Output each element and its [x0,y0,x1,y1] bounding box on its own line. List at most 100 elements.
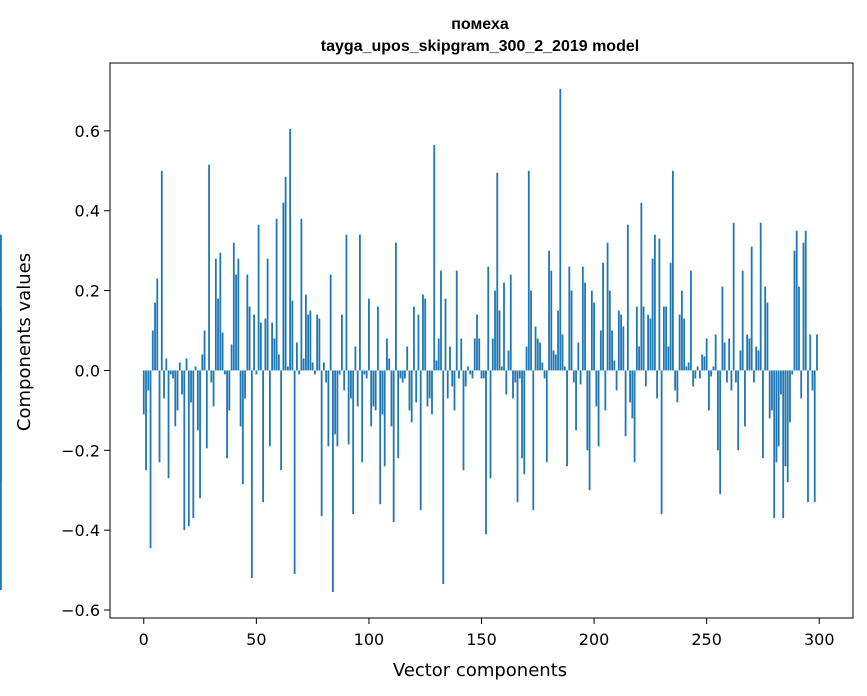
bar [482,370,485,379]
bar [334,370,337,435]
bar [347,370,350,445]
bar [608,290,611,371]
y-tick-label: 0.0 [75,361,100,380]
x-tick-label: 200 [579,630,610,649]
y-tick-label: −0.2 [61,441,100,460]
bar [572,370,575,383]
bar [789,370,791,423]
bar [354,346,357,371]
bar [178,362,181,371]
bar [512,370,514,399]
bar [480,370,483,379]
bar [365,370,368,379]
bar [237,258,240,371]
bar [437,338,440,371]
bar [527,170,530,371]
bar [671,170,674,371]
bar [307,314,310,371]
bar [777,370,780,447]
bar [795,230,798,371]
bar [181,370,183,395]
bar [532,370,535,511]
bar [433,144,436,371]
bar [662,306,665,371]
bar [341,314,343,371]
bar [383,370,386,467]
bar [329,274,332,371]
bar [523,370,526,475]
bar [726,370,728,383]
bar [151,330,154,371]
bar [401,370,404,383]
bar [521,370,523,459]
x-tick-label: 50 [246,630,266,649]
bar [732,222,735,371]
bar [685,366,688,371]
bar [667,346,670,371]
bar [289,128,292,371]
bar [759,222,762,371]
bar [372,370,375,407]
bar [419,370,422,511]
bar [390,370,393,427]
bar [590,290,593,371]
bar [374,370,377,411]
bar [302,358,305,371]
bar [163,370,165,399]
bar [169,370,172,375]
bar [338,370,341,375]
bar [557,310,559,371]
bar [300,218,303,371]
bar [388,358,391,371]
bar [545,370,548,463]
bar [395,242,397,371]
bar [786,370,789,483]
bar [588,370,591,491]
bar [626,224,629,371]
bar [160,170,163,371]
bar [280,370,283,471]
bar [304,294,307,371]
bar [293,370,296,575]
bar [496,172,499,371]
bar [311,362,314,371]
bar [476,314,478,371]
bar [165,358,168,371]
bar [579,370,582,385]
bar [386,338,388,371]
bar [563,366,566,371]
bar [397,370,400,459]
y-tick-label: −0.6 [61,601,100,620]
bar [431,370,433,415]
bar [345,234,348,371]
bar [694,370,697,379]
bar [210,370,213,383]
bar [257,224,260,371]
bar [235,274,237,371]
bar [782,370,785,519]
bar [714,334,717,371]
bar [629,370,631,403]
bar [791,370,794,375]
bar [656,370,659,399]
bar [498,310,501,371]
bar [487,266,490,371]
bar [800,370,803,399]
bar [586,370,589,451]
bar [613,360,616,371]
bar [635,306,638,371]
bar [680,290,683,371]
bar [811,370,814,391]
bar [428,370,431,399]
y-tick-label: −0.4 [61,521,100,540]
bar [205,370,208,449]
bar [640,202,643,371]
bar [798,286,800,371]
bar [622,326,625,371]
bar [730,370,733,391]
bar [615,370,618,391]
bar [575,370,577,431]
bar [658,238,661,371]
bar [435,360,438,371]
bar [217,298,219,371]
